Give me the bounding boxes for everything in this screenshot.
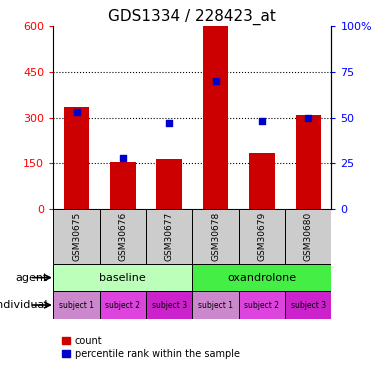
Point: [166, 120, 172, 126]
Point: [120, 155, 126, 161]
Bar: [110, 162, 136, 209]
Bar: [203, 26, 228, 209]
Text: agent: agent: [15, 273, 48, 283]
Bar: [192, 291, 239, 319]
Text: GSM30680: GSM30680: [304, 212, 313, 261]
Text: subject 3: subject 3: [152, 300, 187, 309]
Text: GSM30679: GSM30679: [258, 212, 266, 261]
Text: subject 2: subject 2: [106, 300, 140, 309]
Bar: [64, 107, 89, 209]
Bar: [239, 291, 285, 319]
Point: [305, 115, 311, 121]
Point: [213, 78, 219, 84]
Bar: [100, 209, 146, 264]
Bar: [285, 291, 331, 319]
Point: [74, 109, 80, 115]
Text: individual: individual: [0, 300, 48, 310]
Text: subject 1: subject 1: [59, 300, 94, 309]
Bar: [285, 209, 331, 264]
Legend: count, percentile rank within the sample: count, percentile rank within the sample: [58, 332, 243, 363]
Title: GDS1334 / 228423_at: GDS1334 / 228423_at: [109, 9, 276, 25]
Point: [259, 118, 265, 124]
Bar: [192, 209, 239, 264]
Bar: [249, 153, 275, 209]
Text: GSM30676: GSM30676: [118, 212, 127, 261]
Bar: [192, 264, 331, 291]
Bar: [146, 209, 192, 264]
Bar: [239, 209, 285, 264]
Bar: [146, 291, 192, 319]
Bar: [53, 291, 100, 319]
Text: subject 1: subject 1: [198, 300, 233, 309]
Bar: [296, 115, 321, 209]
Bar: [53, 209, 100, 264]
Text: GSM30675: GSM30675: [72, 212, 81, 261]
Bar: [100, 291, 146, 319]
Bar: [157, 159, 182, 209]
Text: GSM30677: GSM30677: [165, 212, 174, 261]
Text: baseline: baseline: [99, 273, 146, 283]
Bar: [53, 264, 192, 291]
Text: subject 2: subject 2: [245, 300, 279, 309]
Text: subject 3: subject 3: [291, 300, 326, 309]
Text: oxandrolone: oxandrolone: [227, 273, 296, 283]
Text: GSM30678: GSM30678: [211, 212, 220, 261]
